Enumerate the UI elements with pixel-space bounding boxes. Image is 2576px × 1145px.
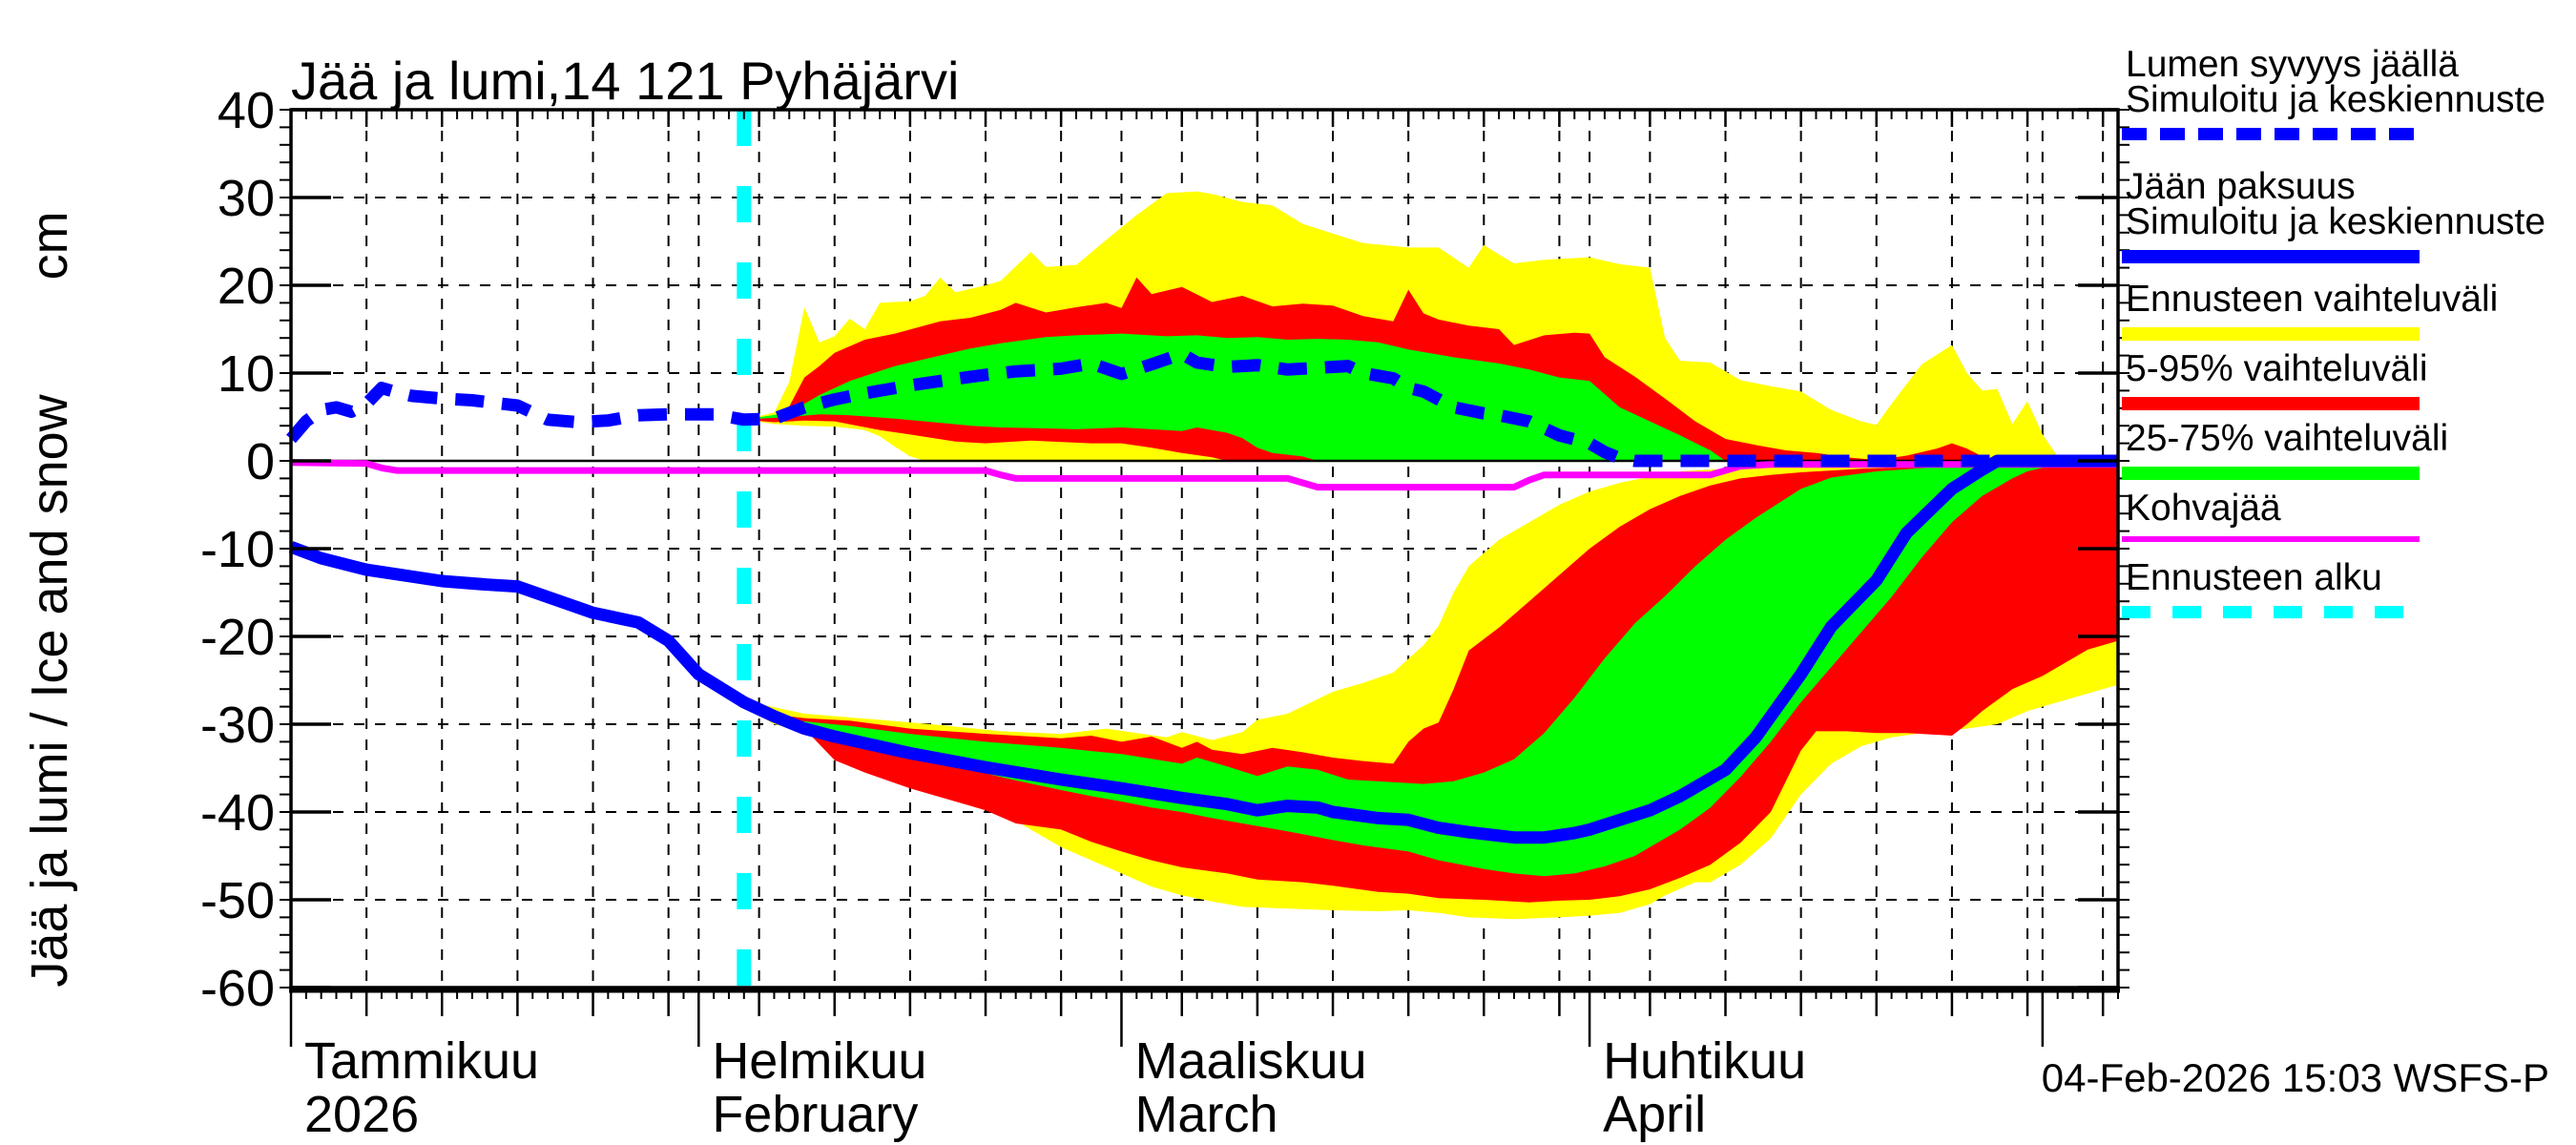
chart-title: Jää ja lumi,14 121 Pyhäjärvi xyxy=(291,51,960,111)
month-label-en: February xyxy=(712,1086,918,1143)
month-label-fi: Maaliskuu xyxy=(1134,1032,1366,1090)
y-tick-label: -30 xyxy=(200,697,275,754)
legend-label: Simuloitu ja keskiennuste xyxy=(2126,79,2545,120)
series-ice-thickness-mean xyxy=(288,454,2118,844)
month-label-fi: Tammikuu xyxy=(304,1032,539,1090)
series-kohvajaa xyxy=(290,459,2118,491)
month-label-fi: Helmikuu xyxy=(712,1032,926,1090)
y-tick-label: -20 xyxy=(200,609,275,666)
month-label-en: 2026 xyxy=(304,1086,419,1143)
y-tick-label: 0 xyxy=(246,433,275,490)
y-tick-label: 20 xyxy=(218,258,275,315)
y-tick-label: -50 xyxy=(200,872,275,929)
y-tick-label: 10 xyxy=(218,345,275,403)
y-axis-label: Jää ja lumi / Ice and snow cm xyxy=(21,211,78,987)
series-snow-depth-mean xyxy=(286,347,2118,468)
legend-label: Ennusteen vaihteluväli xyxy=(2126,279,2498,320)
legend-label: Lumen syvyys jäällä xyxy=(2126,44,2459,85)
month-label-en: March xyxy=(1134,1086,1278,1143)
month-label-en: April xyxy=(1603,1086,1706,1143)
legend-label: 5-95% vaihteluväli xyxy=(2126,348,2428,389)
legend-label: Simuloitu ja keskiennuste xyxy=(2126,201,2545,242)
y-tick-label: 40 xyxy=(218,82,275,139)
y-tick-label: 30 xyxy=(218,170,275,227)
month-label-fi: Huhtikuu xyxy=(1603,1032,1806,1090)
y-tick-label: -40 xyxy=(200,784,275,842)
legend-label: Ennusteen alku xyxy=(2126,557,2382,598)
legend-label: Kohvajää xyxy=(2126,488,2281,529)
timestamp-label: 04-Feb-2026 15:03 WSFS-P xyxy=(2041,1055,2549,1100)
y-tick-label: -60 xyxy=(200,960,275,1017)
legend-label: 25-75% vaihteluväli xyxy=(2126,418,2448,459)
y-tick-label: -10 xyxy=(200,521,275,578)
legend-label: Jään paksuus xyxy=(2126,166,2356,207)
